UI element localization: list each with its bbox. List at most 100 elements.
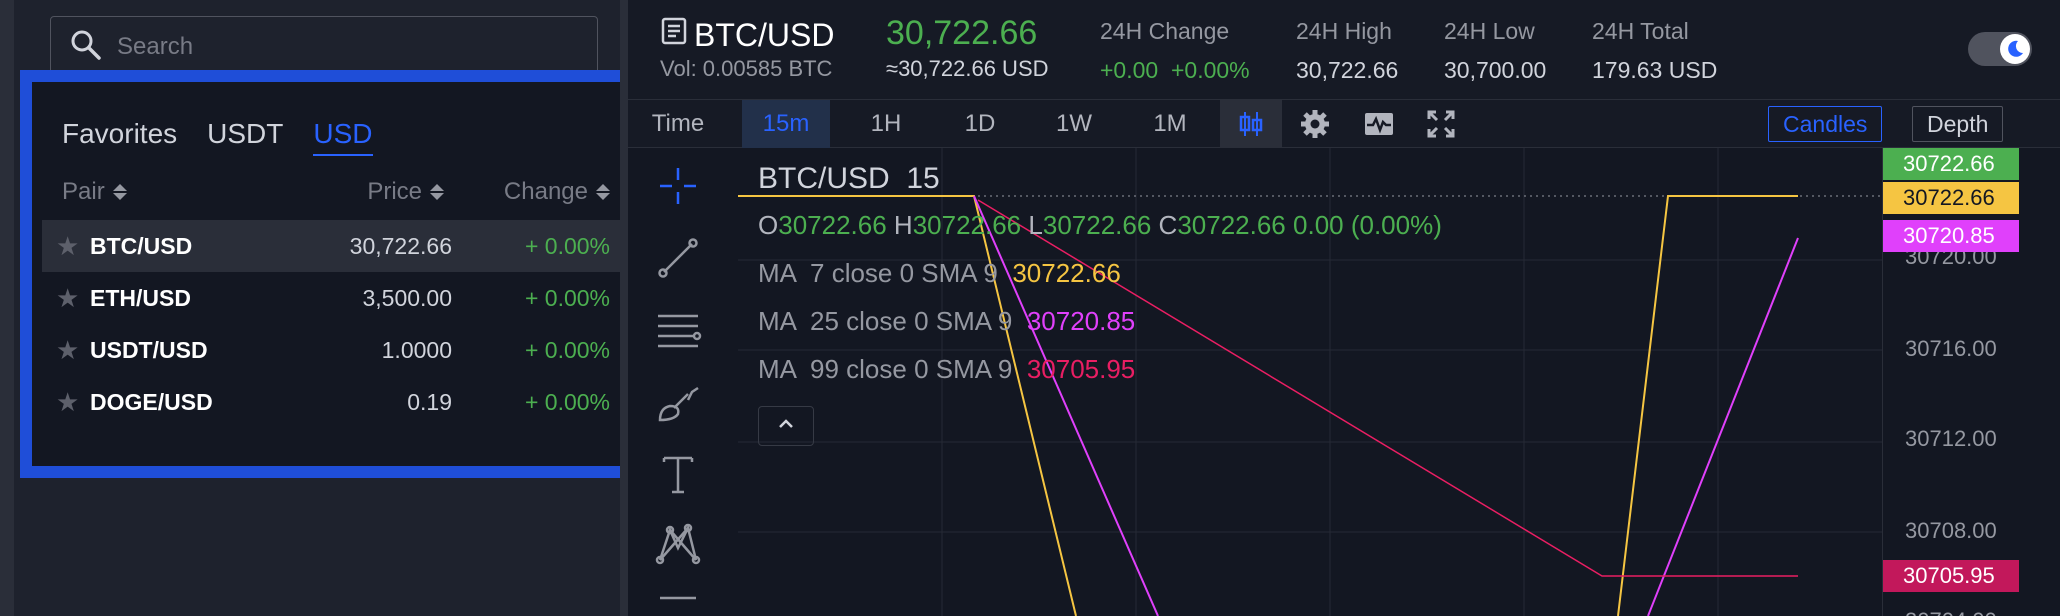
ticker-volume: Vol: 0.00585 BTC [660,56,833,81]
column-header-change: Change [503,178,588,205]
star-icon[interactable]: ★ [56,387,80,417]
price-tick: 30704.00 [1905,608,1997,616]
more-tools-icon[interactable] [652,588,704,616]
sort-icon [430,184,444,200]
pair-row[interactable]: ★ ETH/USD 3,500.00 + 0.00% [42,272,642,324]
sort-by-pair[interactable]: Pair [62,178,127,206]
search-box[interactable] [50,16,598,78]
market-tabs: Favorites USDT USD [62,118,373,156]
ohlc-change: 0.00 (0.00%) [1293,210,1442,240]
ma-label: MA 7 close 0 SMA 9 [758,258,998,288]
tab-usdt[interactable]: USDT [207,118,284,149]
interval-1d[interactable]: 1D [964,110,996,137]
interval-1h[interactable]: 1H [870,110,902,137]
star-icon[interactable]: ★ [56,335,80,365]
text-icon[interactable] [652,448,704,500]
star-icon[interactable]: ★ [56,283,80,313]
ma25-line [1647,237,1799,616]
stat-24h-change: 24H Change +0.00 +0.00% [1100,18,1250,84]
interval-1m[interactable]: 1M [1153,110,1187,137]
stat-label: 24H High [1296,18,1392,44]
ticker-symbol[interactable]: BTC/USD [660,16,834,54]
horizontal-lines-icon[interactable] [652,304,704,356]
ma99-line [977,199,1798,577]
tab-favorites[interactable]: Favorites [62,118,178,149]
last-price-label: 30722.66 [1883,148,2019,180]
pairs-table-header: Pair Price Change [62,178,622,212]
ohlc-low-label: L [1028,210,1043,240]
sort-icon [596,184,610,200]
drawing-toolbar [628,148,724,616]
ohlc-open-label: O [758,210,779,240]
candlestick-icon[interactable] [1220,100,1282,148]
pair-symbol: ETH/USD [90,285,191,311]
price-scale[interactable]: 30720.00 30716.00 30712.00 30708.00 3070… [1882,148,2060,616]
price-tick: 30712.00 [1905,426,1997,451]
stat-24h-total: 24H Total 179.63 USD [1592,18,1717,84]
indicators-icon[interactable] [1348,100,1410,148]
interval-time[interactable]: Time [651,110,705,137]
fullscreen-icon[interactable] [1410,100,1472,148]
stat-value: 30,722.66 [1296,57,1399,83]
ma25-price-label: 30720.85 [1883,220,2019,252]
pair-row[interactable]: ★ DOGE/USD 0.19 + 0.00% [42,376,642,428]
search-icon [69,28,103,67]
sort-icon [112,184,127,200]
pair-change: + 0.00% [524,285,610,311]
ticker-symbol-label: BTC/USD [694,16,835,53]
settings-gear-icon[interactable] [1284,100,1346,148]
theme-toggle[interactable] [1968,32,2032,66]
pair-symbol: BTC/USD [90,233,193,259]
stat-value: 179.63 USD [1592,57,1718,83]
sort-by-change[interactable]: Change [504,178,610,206]
pair-change: + 0.00% [524,389,610,415]
ma99-price-label: 30705.95 [1883,560,2019,592]
legend-ohlc: O30722.66 H30722.66 L30722.66 C30722.66 … [758,210,1442,241]
ticker-header: BTC/USD Vol: 0.00585 BTC 30,722.66 ≈30,7… [628,0,2060,100]
ma-value: 30720.85 [1026,306,1136,336]
legend-ma7[interactable]: MA 7 close 0 SMA 9 30722.66 [758,258,1121,289]
chart-area: BTC/USD Vol: 0.00585 BTC 30,722.66 ≈30,7… [628,0,2060,616]
ma-value: 30722.66 [1012,258,1121,288]
candles-view-button[interactable]: Candles [1768,106,1883,142]
star-icon[interactable]: ★ [56,231,80,261]
sort-by-price[interactable]: Price [367,178,444,206]
legend-title: BTC/USD 15 [758,162,940,195]
legend-ma99[interactable]: MA 99 close 0 SMA 9 30705.95 [758,354,1135,385]
ma7-line [1617,195,1798,616]
interval-15m[interactable]: 15m [742,100,830,148]
search-input[interactable] [117,33,577,61]
crosshair-icon[interactable] [652,160,704,212]
interval-1w[interactable]: 1W [1056,110,1092,137]
trend-line-icon[interactable] [652,232,704,284]
ohlc-close-value: 30722.66 [1177,210,1286,240]
stat-label: 24H Total [1592,18,1689,44]
tab-usd[interactable]: USD [313,118,373,156]
pair-change: + 0.00% [524,233,610,259]
legend-collapse-button[interactable] [758,406,814,446]
ticker-last-price: 30,722.66 [886,14,1038,52]
stat-value: +0.00 +0.00% [1100,57,1250,83]
stat-value: 30,700.00 [1444,57,1547,83]
legend-ma25[interactable]: MA 25 close 0 SMA 9 30720.85 [758,306,1135,337]
pair-price: 0.19 [407,389,452,415]
price-tick: 30716.00 [1905,336,1997,361]
pair-row[interactable]: ★ BTC/USD 30,722.66 + 0.00% [42,220,642,272]
chart-toolbar: Time 15m 1H 1D 1W 1M Candles Depth [628,100,2060,148]
ohlc-high-label: H [893,210,913,240]
brush-icon[interactable] [652,376,704,428]
ma-value: 30705.95 [1026,354,1136,384]
pair-symbol: USDT/USD [90,337,208,363]
depth-view-button[interactable]: Depth [1912,106,2004,142]
panel-divider[interactable] [620,0,628,616]
pair-row[interactable]: ★ USDT/USD 1.0000 + 0.00% [42,324,642,376]
stat-24h-low: 24H Low 30,700.00 [1444,18,1546,84]
pattern-icon[interactable] [652,518,704,570]
pair-price: 3,500.00 [362,285,452,311]
stat-24h-high: 24H High 30,722.66 [1296,18,1398,84]
ma-label: MA 99 close 0 SMA 9 [758,354,1013,384]
column-header-pair: Pair [62,178,105,205]
ticker-last-price-usd: ≈30,722.66 USD [886,56,1049,81]
price-chart[interactable] [738,148,1888,616]
column-header-price: Price [367,178,422,205]
